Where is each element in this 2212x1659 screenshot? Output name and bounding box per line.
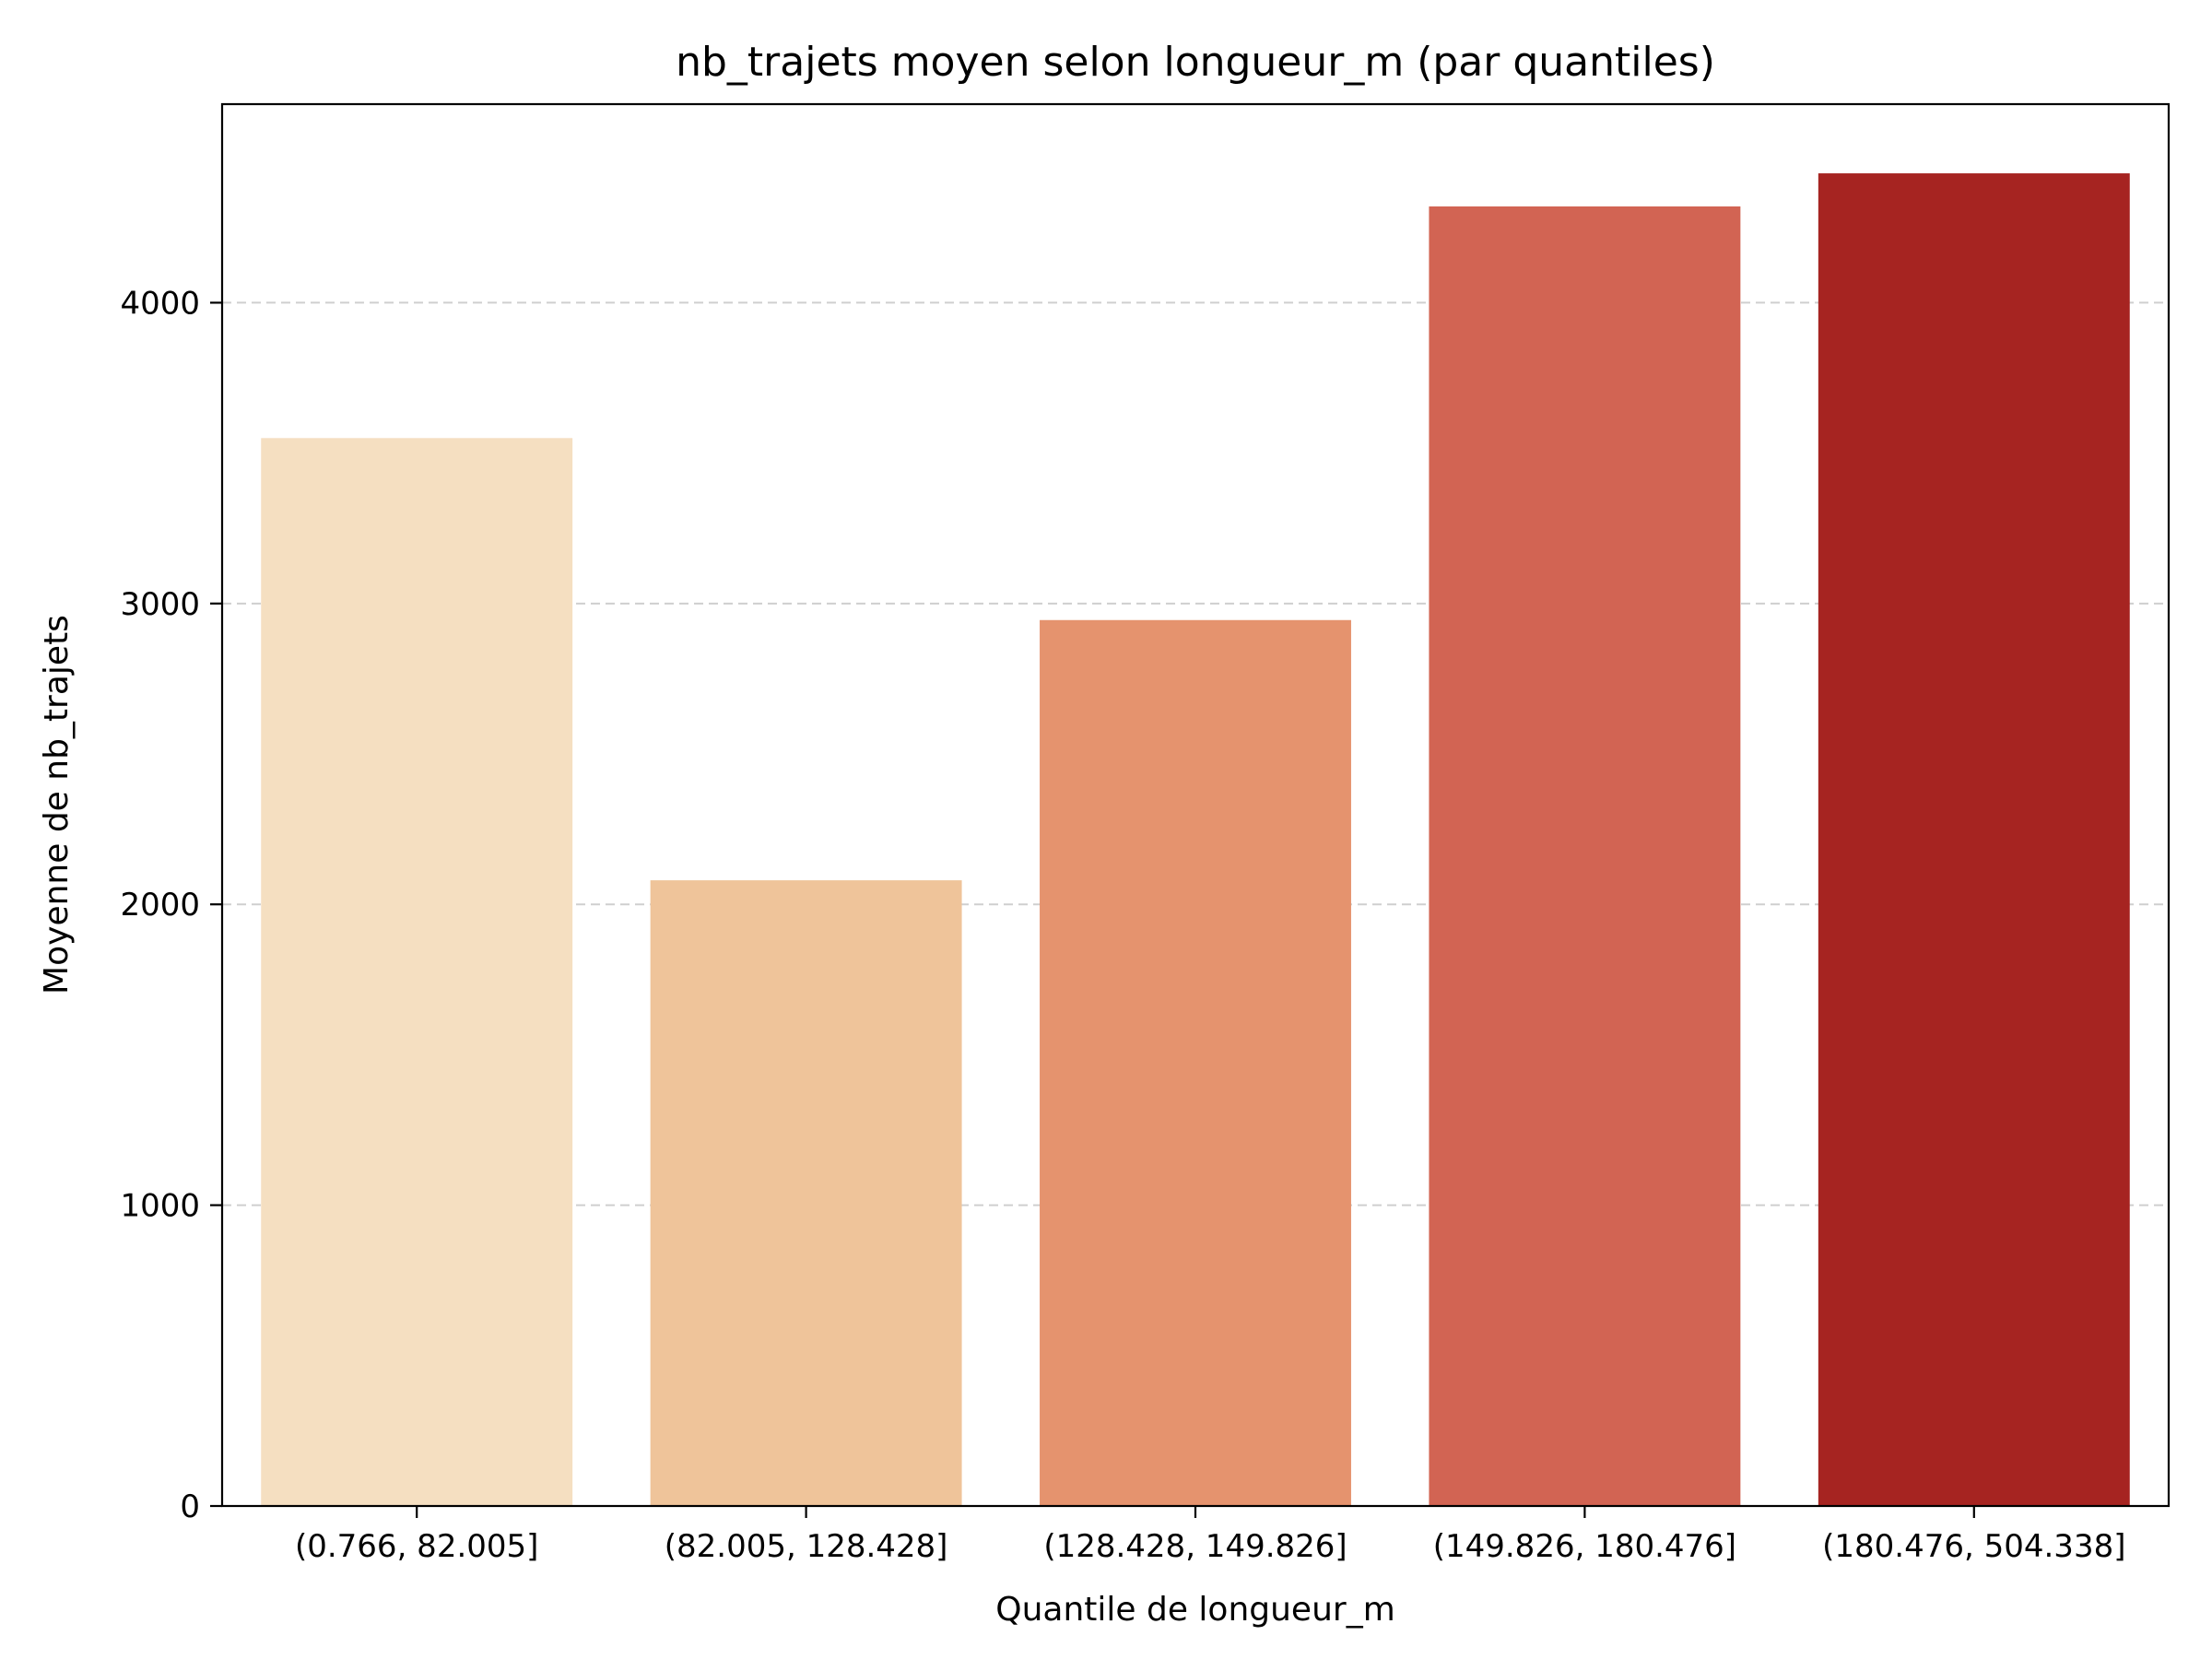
y-tick-label: 4000 bbox=[120, 285, 200, 322]
bar bbox=[1040, 619, 1351, 1506]
x-tick-label: (128.428, 149.826] bbox=[1043, 1528, 1347, 1565]
y-tick-label: 2000 bbox=[120, 887, 200, 924]
chart-title: nb_trajets moyen selon longueur_m (par q… bbox=[676, 39, 1715, 86]
y-tick-label: 3000 bbox=[120, 586, 200, 623]
y-axis-label: Moyenne de nb_trajets bbox=[38, 615, 76, 994]
bar bbox=[1429, 206, 1741, 1506]
bar bbox=[261, 438, 573, 1506]
x-axis-label: Quantile de longueur_m bbox=[995, 1591, 1395, 1629]
x-tick-label: (180.476, 504.338] bbox=[1822, 1528, 2125, 1565]
bar bbox=[650, 880, 962, 1506]
x-tick-label: (0.766, 82.005] bbox=[295, 1528, 538, 1565]
bars bbox=[261, 173, 2130, 1507]
x-tick-label: (82.005, 128.428] bbox=[665, 1528, 948, 1565]
y-tick-label: 1000 bbox=[120, 1188, 200, 1225]
x-axis: (0.766, 82.005] (82.005, 128.428] (128.428… bbox=[295, 1506, 2125, 1565]
y-axis: 0 1000 2000 3000 4000 bbox=[120, 285, 222, 1525]
x-tick-label: (149.826, 180.476] bbox=[1433, 1528, 1736, 1565]
y-tick-label: 0 bbox=[180, 1488, 200, 1525]
bar bbox=[1818, 173, 2130, 1507]
